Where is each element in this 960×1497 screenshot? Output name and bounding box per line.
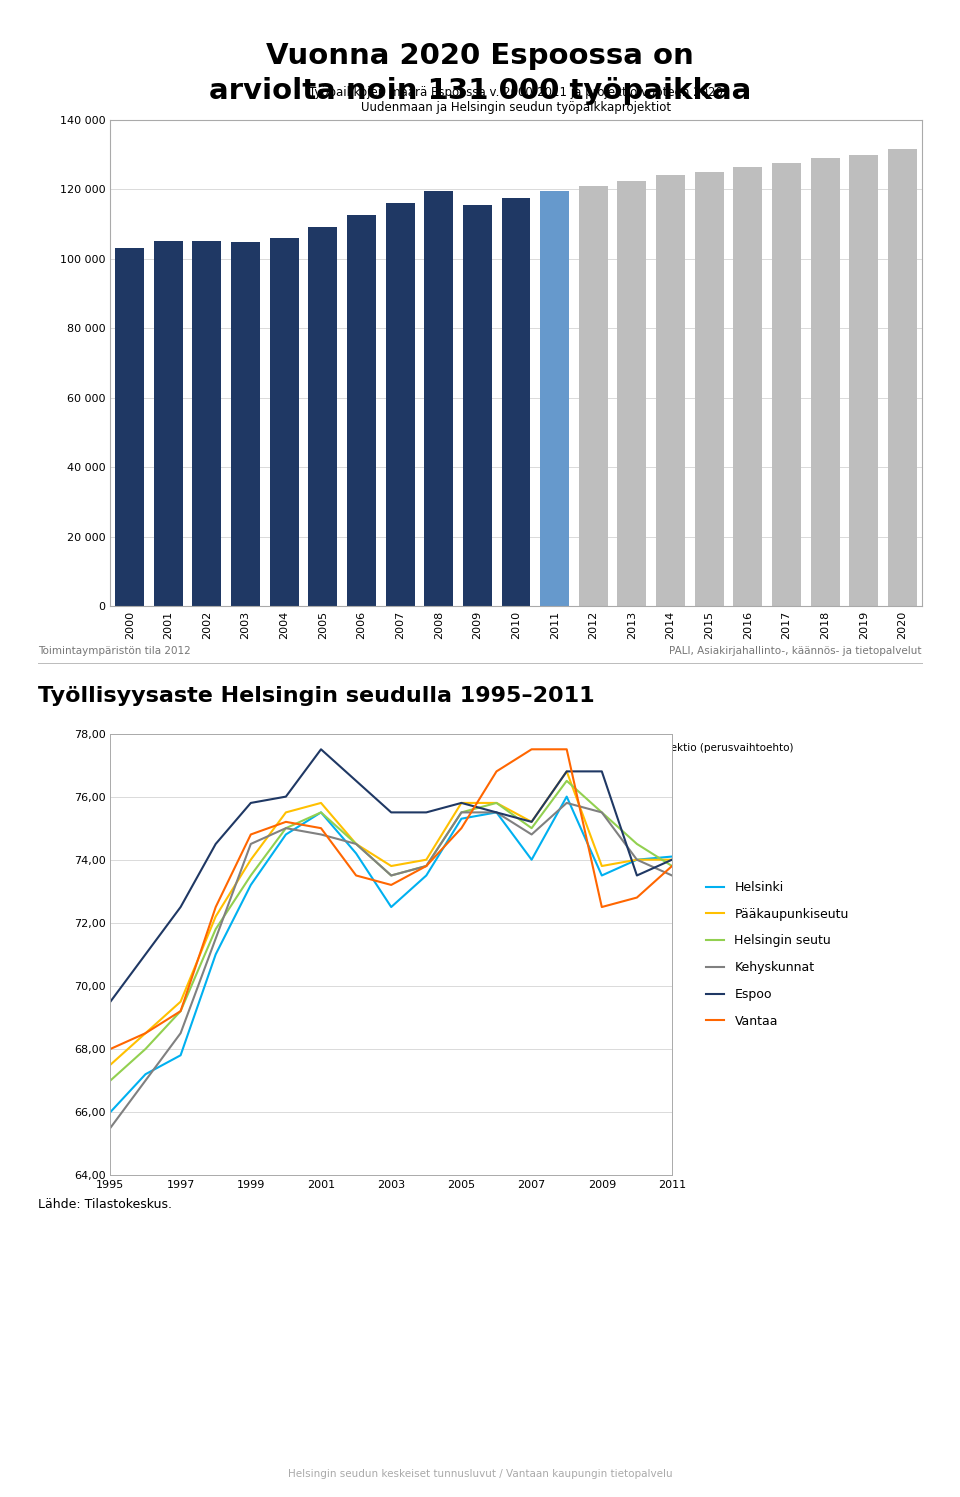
Text: Vuonna 2020 Espoossa on
arviolta noin 131 000 työpaikkaa: Vuonna 2020 Espoossa on arviolta noin 13… xyxy=(209,42,751,105)
Legend: Työssäkäyntitilasto (virallinen), Estimoitu työvoimatutkimuksesta, Projektio (pe: Työssäkäyntitilasto (virallinen), Estimo… xyxy=(234,738,798,757)
Bar xyxy=(733,166,762,606)
Title: Työpaikkojen määrä Espoossa v. 2000-2011 ja projektio vuoteen 2020
Uudenmaan ja : Työpaikkojen määrä Espoossa v. 2000-2011… xyxy=(309,87,723,114)
Bar xyxy=(115,249,144,606)
Bar xyxy=(270,238,299,606)
Bar xyxy=(888,150,917,606)
Bar xyxy=(579,186,608,606)
Bar xyxy=(810,159,839,606)
Bar xyxy=(193,241,222,606)
Legend: Helsinki, Pääkaupunkiseutu, Helsingin seutu, Kehyskunnat, Espoo, Vantaa: Helsinki, Pääkaupunkiseutu, Helsingin se… xyxy=(701,876,853,1033)
Text: Helsingin seudun keskeiset tunnusluvut / Vantaan kaupungin tietopalvelu: Helsingin seudun keskeiset tunnusluvut /… xyxy=(288,1469,672,1479)
Bar xyxy=(617,181,646,606)
Bar xyxy=(347,216,376,606)
Bar xyxy=(154,241,182,606)
Bar xyxy=(850,154,878,606)
Bar xyxy=(501,198,531,606)
Text: Toimintaympäristön tila 2012: Toimintaympäristön tila 2012 xyxy=(38,647,191,656)
Text: Työllisyysaste Helsingin seudulla 1995–2011: Työllisyysaste Helsingin seudulla 1995–2… xyxy=(38,686,595,705)
Bar xyxy=(308,228,337,606)
Bar xyxy=(772,163,801,606)
Text: PALI, Asiakirjahallinto-, käännös- ja tietopalvelut: PALI, Asiakirjahallinto-, käännös- ja ti… xyxy=(669,647,922,656)
Bar xyxy=(386,204,415,606)
Bar xyxy=(656,175,685,606)
Bar xyxy=(424,192,453,606)
Bar xyxy=(231,243,260,606)
Bar xyxy=(695,172,724,606)
Bar xyxy=(540,192,569,606)
Text: Lähde: Tilastokeskus.: Lähde: Tilastokeskus. xyxy=(38,1198,173,1211)
Bar xyxy=(463,205,492,606)
